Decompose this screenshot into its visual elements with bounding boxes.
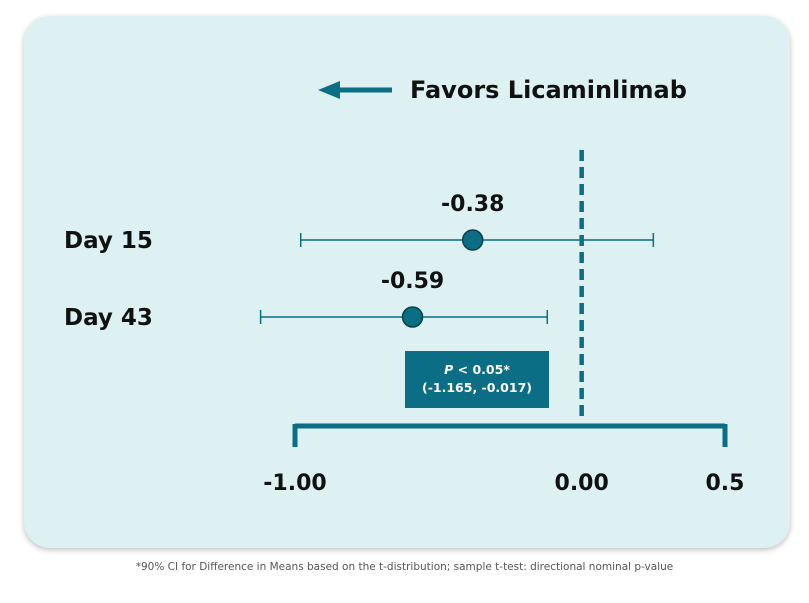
forest-row: Day 15 -0.38 [64,192,655,254]
p-value-threshold: < 0.05* [453,362,510,377]
estimate-label: -0.38 [441,192,504,217]
favors-label: Favors Licaminlimab [410,76,687,104]
footnote: *90% CI for Difference in Means based on… [135,561,674,573]
x-axis: -1.00 0.00 0.5 [263,423,745,496]
favors-indicator: Favors Licaminlimab [318,76,687,104]
confidence-interval-text: (-1.165, -0.017) [422,380,532,395]
point-estimate [461,229,484,251]
row-label: Day 15 [64,228,153,254]
p-value-letter: P [444,362,454,377]
x-tick-label: -1.00 [263,471,326,496]
x-tick-label: 0.00 [555,471,609,496]
row-label: Day 43 [64,305,153,331]
left-arrow-icon [318,81,340,99]
forest-rows: Day 15 -0.38 Day 43 -0.59 [64,192,655,331]
x-tick-label: 0.5 [706,471,745,496]
p-value-box: P < 0.05* (-1.165, -0.017) [405,351,549,408]
chart-panel [24,16,790,548]
forest-row: Day 43 -0.59 [64,269,549,331]
point-estimate [401,306,424,328]
estimate-label: -0.59 [381,269,444,294]
p-value-line: P < 0.05* [405,361,549,379]
